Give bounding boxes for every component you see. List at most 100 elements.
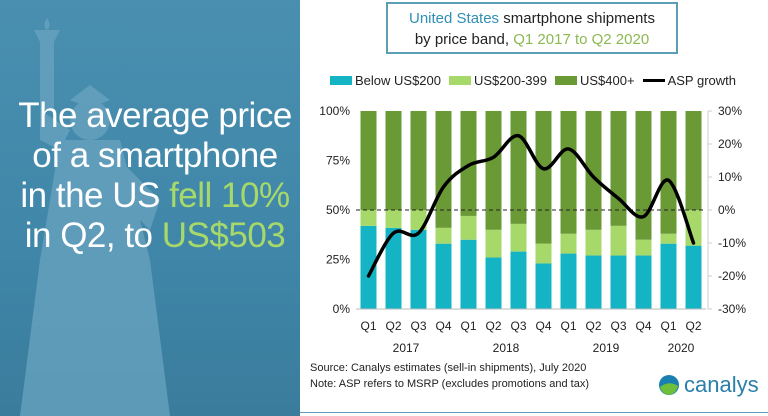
legend-swatch — [642, 79, 665, 82]
legend-item: Below US$200 — [330, 73, 441, 88]
headline-line: in Q2, to US$503 — [10, 216, 300, 256]
y-left-tick: 75% — [326, 154, 350, 168]
bar-segment — [460, 215, 477, 240]
bar-segment — [560, 111, 577, 234]
y-right-tick: -30% — [718, 302, 746, 316]
legend-label: Below US$200 — [355, 73, 441, 88]
x-tick: Q1 — [560, 319, 576, 333]
x-tick: Q1 — [360, 319, 376, 333]
y-left-tick: 0% — [333, 302, 351, 316]
bar-segment — [385, 111, 402, 210]
title-text: smartphone shipments — [499, 10, 655, 27]
y-right-tick: 10% — [718, 170, 742, 184]
legend-label: ASP growth — [667, 73, 736, 88]
bar-segment — [485, 229, 502, 258]
legend-swatch — [330, 76, 352, 85]
legend: Below US$200 US$200-399 US$400+ ASP grow… — [330, 73, 736, 88]
y-right-tick: -10% — [718, 236, 746, 250]
bar-segment — [560, 253, 577, 309]
bar-segment — [510, 251, 527, 309]
bar-segment — [585, 111, 602, 230]
bar-segment — [485, 111, 502, 230]
y-left-tick: 25% — [326, 253, 350, 267]
x-tick: Q4 — [535, 319, 551, 333]
y-right-tick: -20% — [718, 269, 746, 283]
bar-segment — [535, 243, 552, 264]
bar-segment — [585, 255, 602, 309]
legend-item: ASP growth — [642, 73, 736, 88]
headline-highlight: fell 10% — [169, 176, 290, 215]
legend-swatch — [449, 76, 471, 85]
bar-segment — [360, 225, 377, 309]
bar-segment — [410, 111, 427, 210]
headline-highlight: US$503 — [161, 216, 286, 255]
x-tick: Q2 — [485, 319, 501, 333]
source-note: Source: Canalys estimates (sell-in shipm… — [310, 362, 587, 374]
year-label: 2017 — [393, 341, 420, 355]
bar-segment — [435, 227, 452, 244]
title-period: Q1 2017 to Q2 2020 — [513, 31, 650, 48]
asp-growth-line — [366, 133, 696, 278]
headline-line: in the US fell 10% — [10, 176, 300, 216]
legend-item: US$200-399 — [449, 73, 547, 88]
bar-segment — [685, 245, 702, 309]
legend-swatch — [555, 76, 577, 85]
bar-segment — [635, 239, 652, 256]
title-text: by price band, — [414, 31, 514, 48]
x-tick: Q3 — [610, 319, 626, 333]
bar-segment — [410, 229, 427, 309]
bar-segment — [635, 255, 652, 309]
y-left-tick: 100% — [319, 104, 350, 118]
bar-segment — [485, 257, 502, 309]
headline-line: The average price — [18, 96, 292, 135]
statue-of-liberty-image — [20, 18, 170, 416]
bar-segment — [660, 243, 677, 309]
bar-segment — [610, 255, 627, 309]
year-label: 2018 — [493, 341, 520, 355]
bar-segment — [385, 227, 402, 309]
bar-segment — [610, 111, 627, 226]
hero-panel: The average price of a smartphone in the… — [0, 0, 300, 416]
x-tick: Q1 — [660, 319, 676, 333]
globe-icon — [659, 375, 679, 395]
notes: Source: Canalys estimates (sell-in shipm… — [310, 360, 589, 392]
legend-item: US$400+ — [555, 73, 635, 88]
x-tick: Q4 — [435, 319, 451, 333]
bar-segment — [535, 263, 552, 309]
x-tick: Q2 — [685, 319, 701, 333]
bar-segment — [535, 111, 552, 244]
canalys-logo: canalys — [658, 372, 759, 398]
bar-segment — [460, 239, 477, 309]
title-country: United States — [409, 10, 500, 27]
asp-note: Note: ASP refers to MSRP (excludes promo… — [310, 378, 590, 390]
legend-label: US$400+ — [580, 73, 635, 88]
logo-text: canalys — [684, 372, 759, 397]
bar-segment — [610, 225, 627, 256]
y-right-tick: 30% — [718, 104, 742, 118]
legend-label: US$200-399 — [474, 73, 547, 88]
x-tick: Q3 — [510, 319, 526, 333]
bar-segment — [560, 233, 577, 254]
bar-segment — [685, 210, 702, 246]
x-tick: Q4 — [635, 319, 651, 333]
headline: The average price of a smartphone in the… — [10, 96, 300, 256]
bar-segment — [660, 111, 677, 234]
bar-segment — [510, 111, 527, 224]
y-left-tick: 50% — [326, 203, 350, 217]
x-tick: Q2 — [585, 319, 601, 333]
headline-text: in the US — [20, 176, 170, 215]
bar-segment — [435, 243, 452, 309]
bar-segment — [360, 111, 377, 210]
x-tick: Q3 — [410, 319, 426, 333]
y-right-tick: 0% — [718, 203, 736, 217]
bar-segment — [385, 210, 402, 228]
bar-segment — [685, 111, 702, 210]
year-label: 2019 — [593, 341, 620, 355]
bar-segment — [585, 229, 602, 256]
divider — [300, 412, 768, 413]
y-right-tick: 20% — [718, 137, 742, 151]
bar-segment — [510, 223, 527, 252]
year-label: 2020 — [668, 341, 695, 355]
headline-text: in Q2, to — [24, 216, 162, 255]
